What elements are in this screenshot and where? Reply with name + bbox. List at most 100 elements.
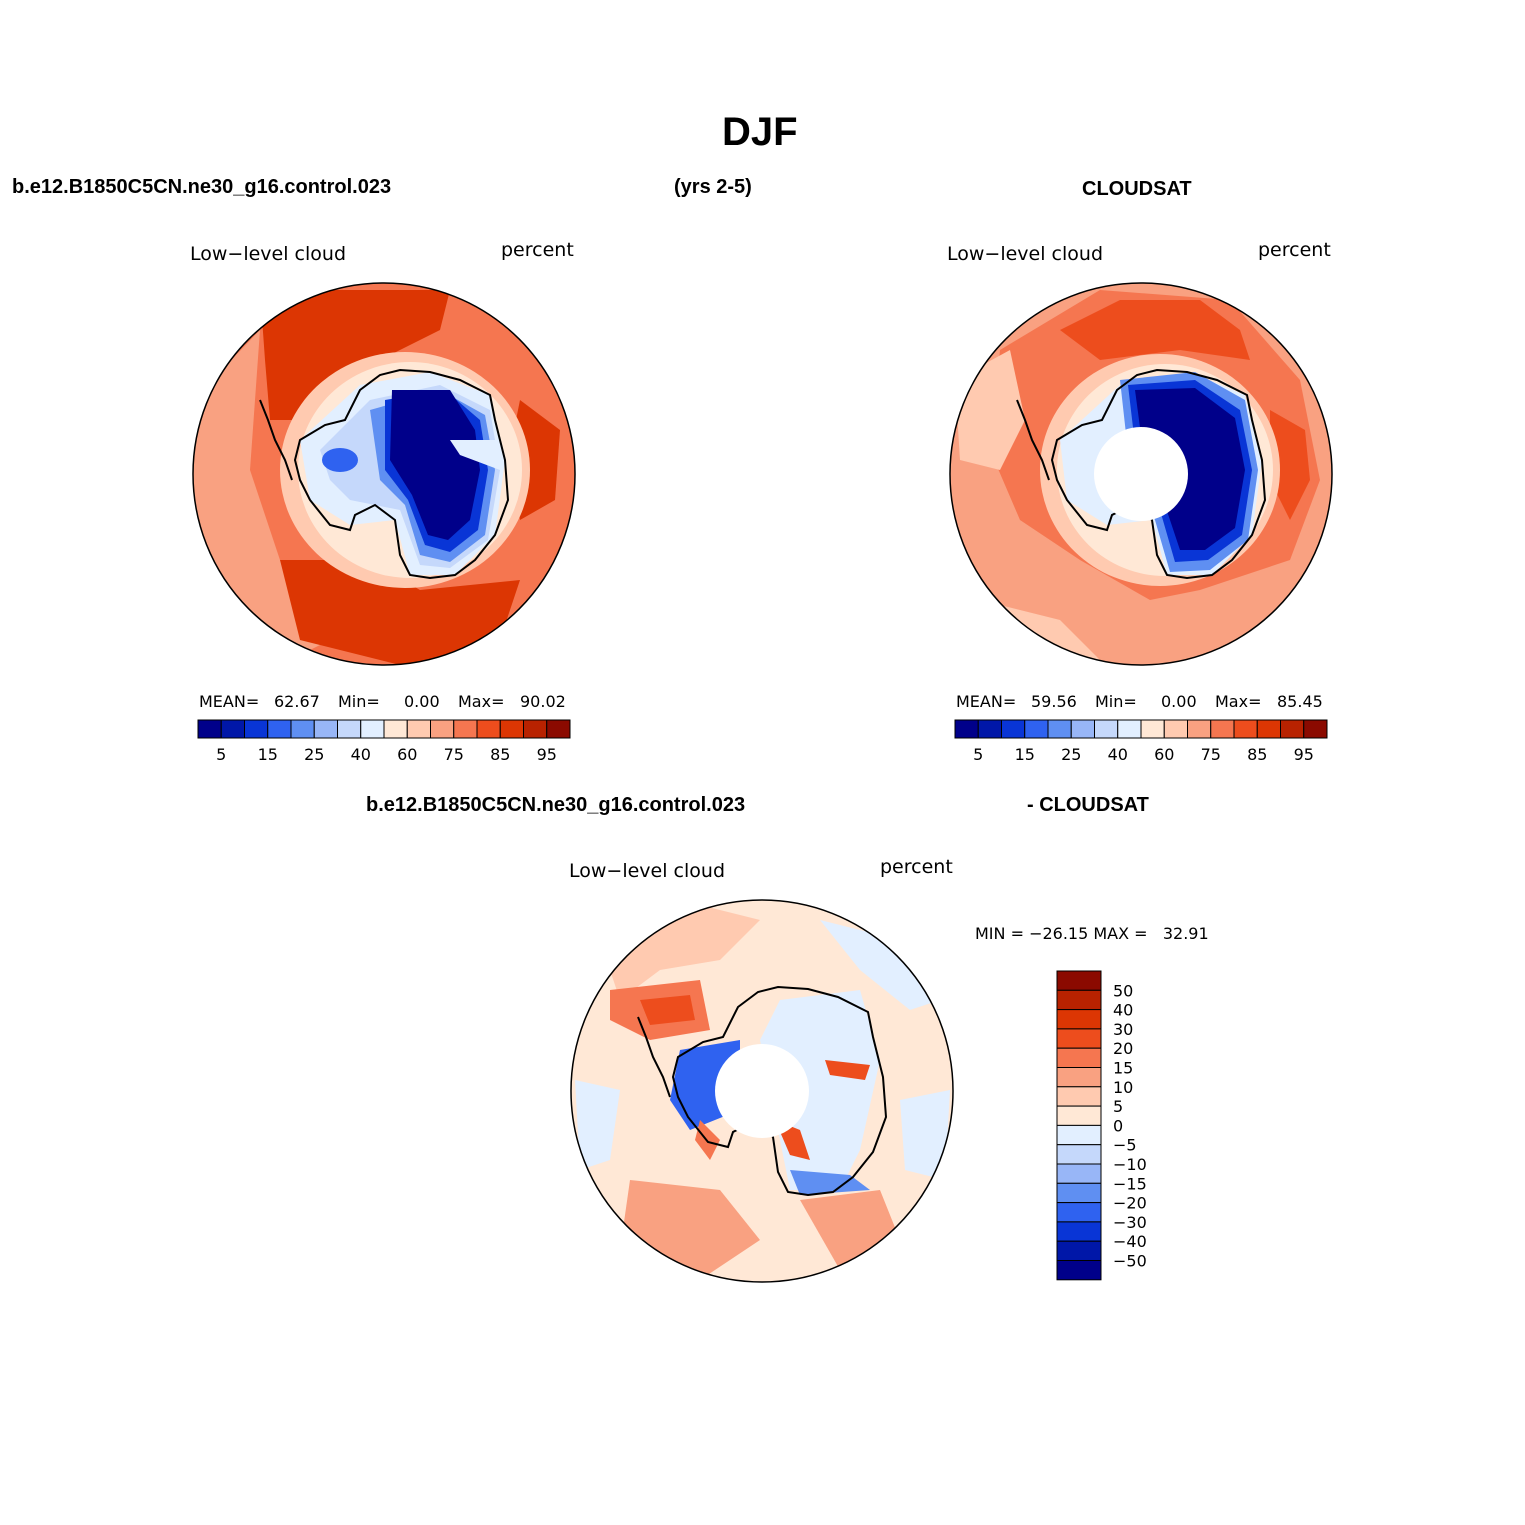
diff-colorbar-tick-label: −40: [1113, 1232, 1147, 1251]
model-max-value: 90.02: [520, 692, 566, 711]
obs-max-label: Max=: [1215, 692, 1262, 711]
diff-colorbar-swatch: [1056, 1028, 1102, 1049]
model-colorbar: 5 15 25 40 60 75 85 95: [197, 719, 571, 764]
model-colorbar-swatch: [499, 719, 524, 739]
diff-colorbar-tick-label: 10: [1113, 1078, 1133, 1097]
obs-colorbar-swatch: [1001, 719, 1026, 739]
obs-colorbar-swatch: [1210, 719, 1235, 739]
diff-colorbar-tick-label: 50: [1113, 981, 1133, 1000]
obs-colorbar-swatch: [1140, 719, 1165, 739]
model-colorbar-swatch: [546, 719, 571, 739]
diff-colorbar-swatch: [1056, 1009, 1102, 1030]
model-colorbar-tick-label: 85: [490, 745, 510, 764]
obs-colorbar-swatch: [1163, 719, 1188, 739]
diff-colorbar-tick-label: −15: [1113, 1174, 1147, 1193]
obs-colorbar-tick-label: 5: [973, 745, 983, 764]
obs-colorbar-tick-label: 60: [1154, 745, 1174, 764]
obs-min-value: 0.00: [1161, 692, 1197, 711]
obs-variable-label: Low−level cloud: [947, 243, 1104, 265]
diff-colorbar-tick-label: −20: [1113, 1194, 1147, 1213]
diff-colorbar-swatch: [1056, 1260, 1102, 1281]
model-colorbar-tick-label: 95: [537, 745, 557, 764]
diff-case-left-label: b.e12.B1850C5CN.ne30_g16.control.023: [366, 794, 746, 816]
model-colorbar-swatch: [453, 719, 478, 739]
model-colorbar-swatch: [476, 719, 501, 739]
model-polar-map: [192, 282, 576, 666]
obs-colorbar-tick-label: 75: [1201, 745, 1221, 764]
model-min-label: Min=: [338, 692, 380, 711]
obs-max-value: 85.45: [1277, 692, 1323, 711]
obs-colorbar-swatch: [1047, 719, 1072, 739]
diff-colorbar-tick-label: −50: [1113, 1252, 1147, 1271]
obs-colorbar-swatch: [1280, 719, 1305, 739]
diff-colorbar-swatch: [1056, 989, 1102, 1011]
obs-colorbar-swatch: [1303, 719, 1328, 739]
diff-colorbar-tick-label: 15: [1113, 1059, 1133, 1078]
obs-colorbar-swatch: [1187, 719, 1212, 739]
diff-colorbar-swatch: [1056, 1202, 1102, 1223]
diff-colorbar-swatch: [1056, 1240, 1102, 1261]
model-colorbar-tick-label: 40: [351, 745, 371, 764]
diff-units-label: percent: [880, 856, 953, 878]
diff-colorbar-tick-label: −10: [1113, 1155, 1147, 1174]
obs-colorbar-swatch: [977, 719, 1002, 739]
diff-colorbar-swatch: [1056, 1124, 1102, 1146]
diff-colorbar-tick-label: 30: [1113, 1020, 1133, 1039]
obs-case-label: CLOUDSAT: [1082, 178, 1192, 200]
model-colorbar-swatch: [383, 719, 408, 739]
diff-colorbar-swatch: [1056, 970, 1102, 991]
obs-colorbar-tick-label: 95: [1294, 745, 1314, 764]
diff-colorbar-tick-label: 20: [1113, 1039, 1133, 1058]
obs-colorbar-swatch: [1070, 719, 1095, 739]
diff-colorbar-swatch: [1056, 1221, 1102, 1242]
diff-colorbar-tick-label: −30: [1113, 1213, 1147, 1232]
diff-variable-label: Low−level cloud: [569, 860, 726, 882]
model-colorbar-swatch: [244, 719, 269, 739]
model-colorbar-swatch: [337, 719, 362, 739]
obs-mean-label: MEAN=: [956, 692, 1017, 711]
model-colorbar-swatch: [197, 719, 222, 739]
diff-minmax-label: MIN = −26.15 MAX = 32.91: [975, 924, 1209, 943]
diff-colorbar-swatch: [1056, 1047, 1102, 1068]
model-colorbar-swatch: [523, 719, 548, 739]
obs-colorbar-swatch: [1233, 719, 1258, 739]
diff-colorbar-swatch: [1056, 1144, 1102, 1165]
diff-colorbar-tick-label: −5: [1113, 1136, 1137, 1155]
years-label: (yrs 2-5): [674, 176, 752, 198]
diff-colorbar-swatch: [1056, 1105, 1102, 1126]
model-max-label: Max=: [458, 692, 505, 711]
model-colorbar-swatch: [406, 719, 431, 739]
obs-colorbar-swatch: [954, 719, 979, 739]
obs-colorbar-swatch: [1094, 719, 1119, 739]
model-case-label: b.e12.B1850C5CN.ne30_g16.control.023: [12, 176, 392, 198]
main-title: DJF: [722, 110, 798, 154]
model-colorbar-swatch: [313, 719, 338, 739]
diff-colorbar-tick-label: 40: [1113, 1001, 1133, 1020]
diff-colorbar-swatch: [1056, 1086, 1102, 1107]
diff-colorbar-swatch: [1056, 1182, 1102, 1204]
obs-polar-map: [949, 282, 1333, 666]
obs-colorbar-swatch: [1256, 719, 1281, 739]
model-colorbar-swatch: [430, 719, 455, 739]
model-colorbar-swatch: [290, 719, 315, 739]
obs-units-label: percent: [1258, 239, 1331, 261]
model-colorbar-swatch: [360, 719, 385, 739]
obs-colorbar: 5 15 25 40 60 75 85 95: [954, 719, 1328, 764]
diff-colorbar-tick-label: 0: [1113, 1116, 1123, 1135]
diff-polar-map: [570, 899, 954, 1283]
model-colorbar-tick-label: 5: [216, 745, 226, 764]
obs-mean-value: 59.56: [1031, 692, 1077, 711]
diff-case-right-label: - CLOUDSAT: [1027, 794, 1149, 816]
model-colorbar-tick-label: 25: [304, 745, 324, 764]
model-mean-label: MEAN=: [199, 692, 260, 711]
obs-colorbar-tick-label: 25: [1061, 745, 1081, 764]
diff-colorbar-tick-label: 5: [1113, 1097, 1123, 1116]
model-colorbar-swatch: [267, 719, 292, 739]
model-variable-label: Low−level cloud: [190, 243, 347, 265]
obs-colorbar-swatch: [1117, 719, 1142, 739]
obs-min-label: Min=: [1095, 692, 1137, 711]
obs-colorbar-swatch: [1024, 719, 1049, 739]
model-colorbar-tick-label: 15: [258, 745, 278, 764]
model-colorbar-swatch: [220, 719, 245, 739]
model-mean-value: 62.67: [274, 692, 320, 711]
